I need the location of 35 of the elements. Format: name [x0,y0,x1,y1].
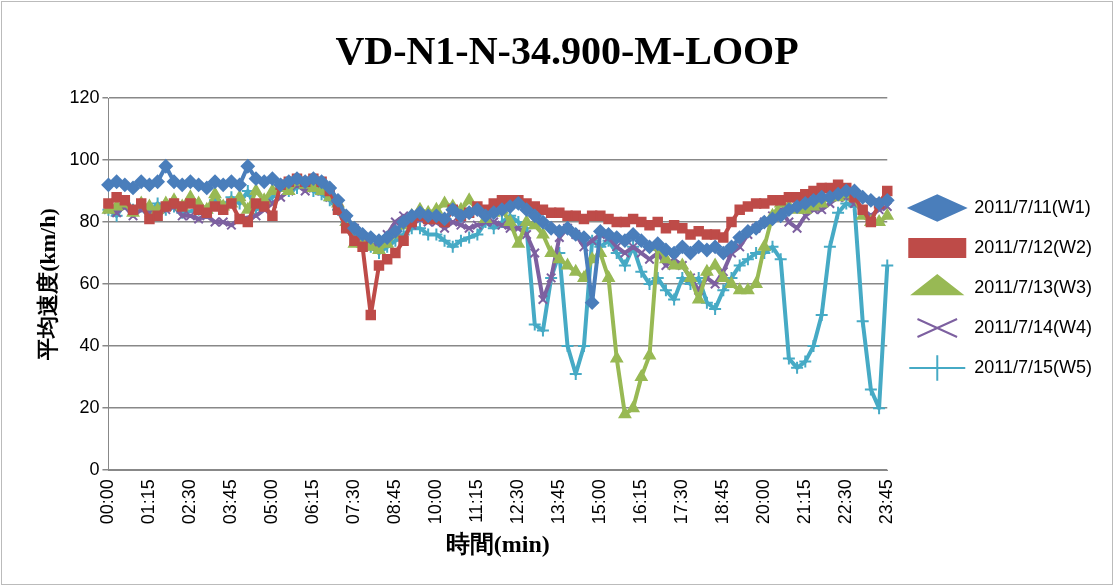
y-tick-label: 100 [69,148,100,169]
x-tick-label: 06:15 [302,479,323,525]
y-axis-title: 平均速度(km/h) [34,208,60,361]
y-tick-label: 60 [79,273,100,294]
x-tick-label: 21:15 [794,479,815,525]
legend-label: 2011/7/11(W1) [974,196,1091,217]
x-tick-label: 05:00 [261,479,282,525]
legend-label: 2011/7/13(W3) [974,276,1092,297]
x-tick-label: 01:15 [138,479,159,525]
x-tick-label: 00:00 [97,479,118,525]
y-tick-label: 0 [89,459,100,480]
x-tick-label: 20:00 [753,479,774,525]
x-tick-label: 07:30 [343,479,364,525]
x-tick-label: 17:30 [671,479,692,525]
x-tick-label: 08:45 [384,479,405,525]
y-tick-label: 40 [79,335,100,356]
x-tick-label: 13:45 [548,479,569,525]
legend-label: 2011/7/14(W4) [974,316,1092,337]
x-tick-label: 15:00 [589,479,610,525]
x-tick-label: 10:00 [425,479,446,525]
legend-label: 2011/7/15(W5) [974,356,1092,377]
x-axis-title: 時間(min) [445,530,550,557]
legend-label: 2011/7/12(W2) [974,236,1092,257]
y-tick-label: 80 [79,211,100,232]
chart-title: VD-N1-N-34.900-M-LOOP [335,28,799,74]
y-tick-label: 120 [69,86,100,107]
x-tick-label: 18:45 [712,479,733,525]
x-tick-label: 16:15 [630,479,651,525]
y-tick-label: 20 [79,397,100,418]
x-tick-label: 02:30 [179,479,200,525]
x-tick-label: 03:45 [220,479,241,525]
x-tick-label: 23:45 [876,479,897,525]
x-tick-label: 11:15 [466,479,487,523]
x-tick-label: 12:30 [507,479,528,525]
x-tick-label: 22:30 [835,479,856,525]
